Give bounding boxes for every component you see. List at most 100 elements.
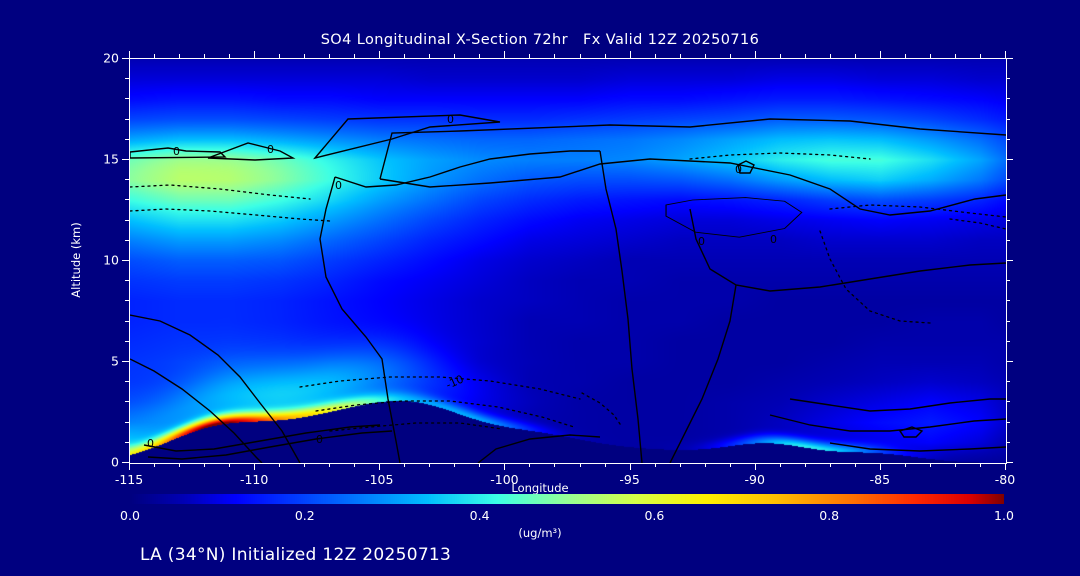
y-tick [125, 78, 129, 80]
x-tick-top [979, 54, 981, 58]
y-tick-right [1006, 260, 1013, 261]
x-tick-top [204, 54, 206, 58]
y-tick-right [1006, 340, 1010, 342]
colorbar-tick-label: 0.4 [469, 508, 490, 523]
x-tick [754, 463, 756, 470]
contour-label: 0 [735, 163, 742, 176]
x-tick [129, 463, 130, 470]
x-axis-title: Longitude [511, 481, 569, 495]
x-tick-top [554, 54, 556, 58]
colorbar-tick-label: 0.0 [120, 508, 140, 523]
x-tick [404, 463, 406, 467]
x-tick [879, 463, 881, 470]
y-tick [125, 381, 129, 383]
x-tick-top [229, 54, 231, 58]
y-tick-right [1006, 320, 1010, 322]
y-tick-right [1006, 462, 1013, 463]
x-tick-top [429, 54, 431, 58]
x-tick-top [504, 51, 506, 58]
y-tick-right [1006, 381, 1010, 383]
y-tick-right [1006, 280, 1010, 282]
y-tick-right [1006, 118, 1010, 120]
x-tick-top [579, 54, 581, 58]
y-tick-right [1006, 98, 1010, 100]
x-tick [379, 463, 381, 470]
x-tick [929, 463, 931, 467]
x-tick-top [804, 54, 806, 58]
colorbar [130, 494, 1004, 504]
y-tick [125, 320, 129, 322]
x-tick-label: -110 [239, 472, 269, 487]
x-tick [979, 463, 981, 467]
x-tick-top [829, 54, 831, 58]
x-tick-top [354, 54, 356, 58]
y-tick [125, 340, 129, 342]
contour-label: 0 [173, 145, 180, 158]
y-tick-right [1006, 441, 1010, 443]
y-tick-label: 5 [111, 353, 119, 369]
x-tick [279, 463, 281, 467]
x-tick [429, 463, 431, 467]
x-tick-top [729, 54, 731, 58]
y-tick [125, 179, 129, 181]
x-tick [479, 463, 481, 467]
x-tick [579, 463, 581, 467]
colorbar-tick-label: 0.6 [644, 508, 665, 523]
x-tick-top [654, 54, 656, 58]
x-tick-top [1005, 51, 1006, 58]
y-tick [125, 98, 129, 100]
y-tick [125, 199, 129, 201]
x-tick-top [404, 54, 406, 58]
colorbar-tick-label: 0.8 [819, 508, 840, 523]
x-tick-top [704, 54, 706, 58]
x-tick [1005, 463, 1006, 470]
y-tick-label: 20 [103, 50, 119, 66]
x-tick-top [929, 54, 931, 58]
x-tick-top [329, 54, 331, 58]
x-tick [804, 463, 806, 467]
x-tick-top [604, 54, 606, 58]
x-tick [329, 463, 331, 467]
colorbar-gradient [130, 494, 1004, 504]
y-tick-right [1006, 58, 1013, 59]
x-tick [254, 463, 256, 470]
x-tick [154, 463, 156, 467]
contour-label: 0 [770, 233, 777, 246]
x-tick [304, 463, 306, 467]
x-tick [704, 463, 706, 467]
x-tick [529, 463, 531, 467]
x-tick-label: -90 [744, 472, 765, 487]
colorbar-tick-label: 0.2 [294, 508, 315, 523]
x-tick-label: -100 [490, 472, 519, 487]
y-tick [125, 300, 129, 302]
x-tick [179, 463, 181, 467]
x-tick [504, 463, 506, 470]
y-tick [125, 219, 129, 221]
x-tick-label: -80 [994, 472, 1016, 487]
y-tick-right [1006, 361, 1013, 362]
x-tick [629, 463, 631, 470]
contour-label: 0 [335, 179, 342, 192]
y-tick [125, 401, 129, 403]
x-tick [829, 463, 831, 467]
x-tick [904, 463, 906, 467]
x-tick [554, 463, 556, 467]
y-tick [125, 239, 129, 241]
x-tick [954, 463, 956, 467]
y-tick-right [1006, 159, 1013, 160]
x-tick-top [629, 51, 631, 58]
contour-label: 0 [698, 235, 705, 248]
y-tick-label: 15 [103, 151, 119, 167]
y-tick-right [1006, 300, 1010, 302]
x-tick-top [379, 51, 381, 58]
x-tick [354, 463, 356, 467]
colorbar-units-label: (ug/m³) [518, 526, 562, 540]
x-tick-label: -105 [365, 472, 394, 487]
x-tick-top [154, 54, 156, 58]
y-tick [122, 159, 129, 160]
y-tick-right [1006, 199, 1010, 201]
y-tick-label: 10 [103, 252, 119, 268]
x-tick-label: -115 [114, 472, 144, 487]
x-tick [204, 463, 206, 467]
contour-label: 0 [147, 437, 154, 450]
